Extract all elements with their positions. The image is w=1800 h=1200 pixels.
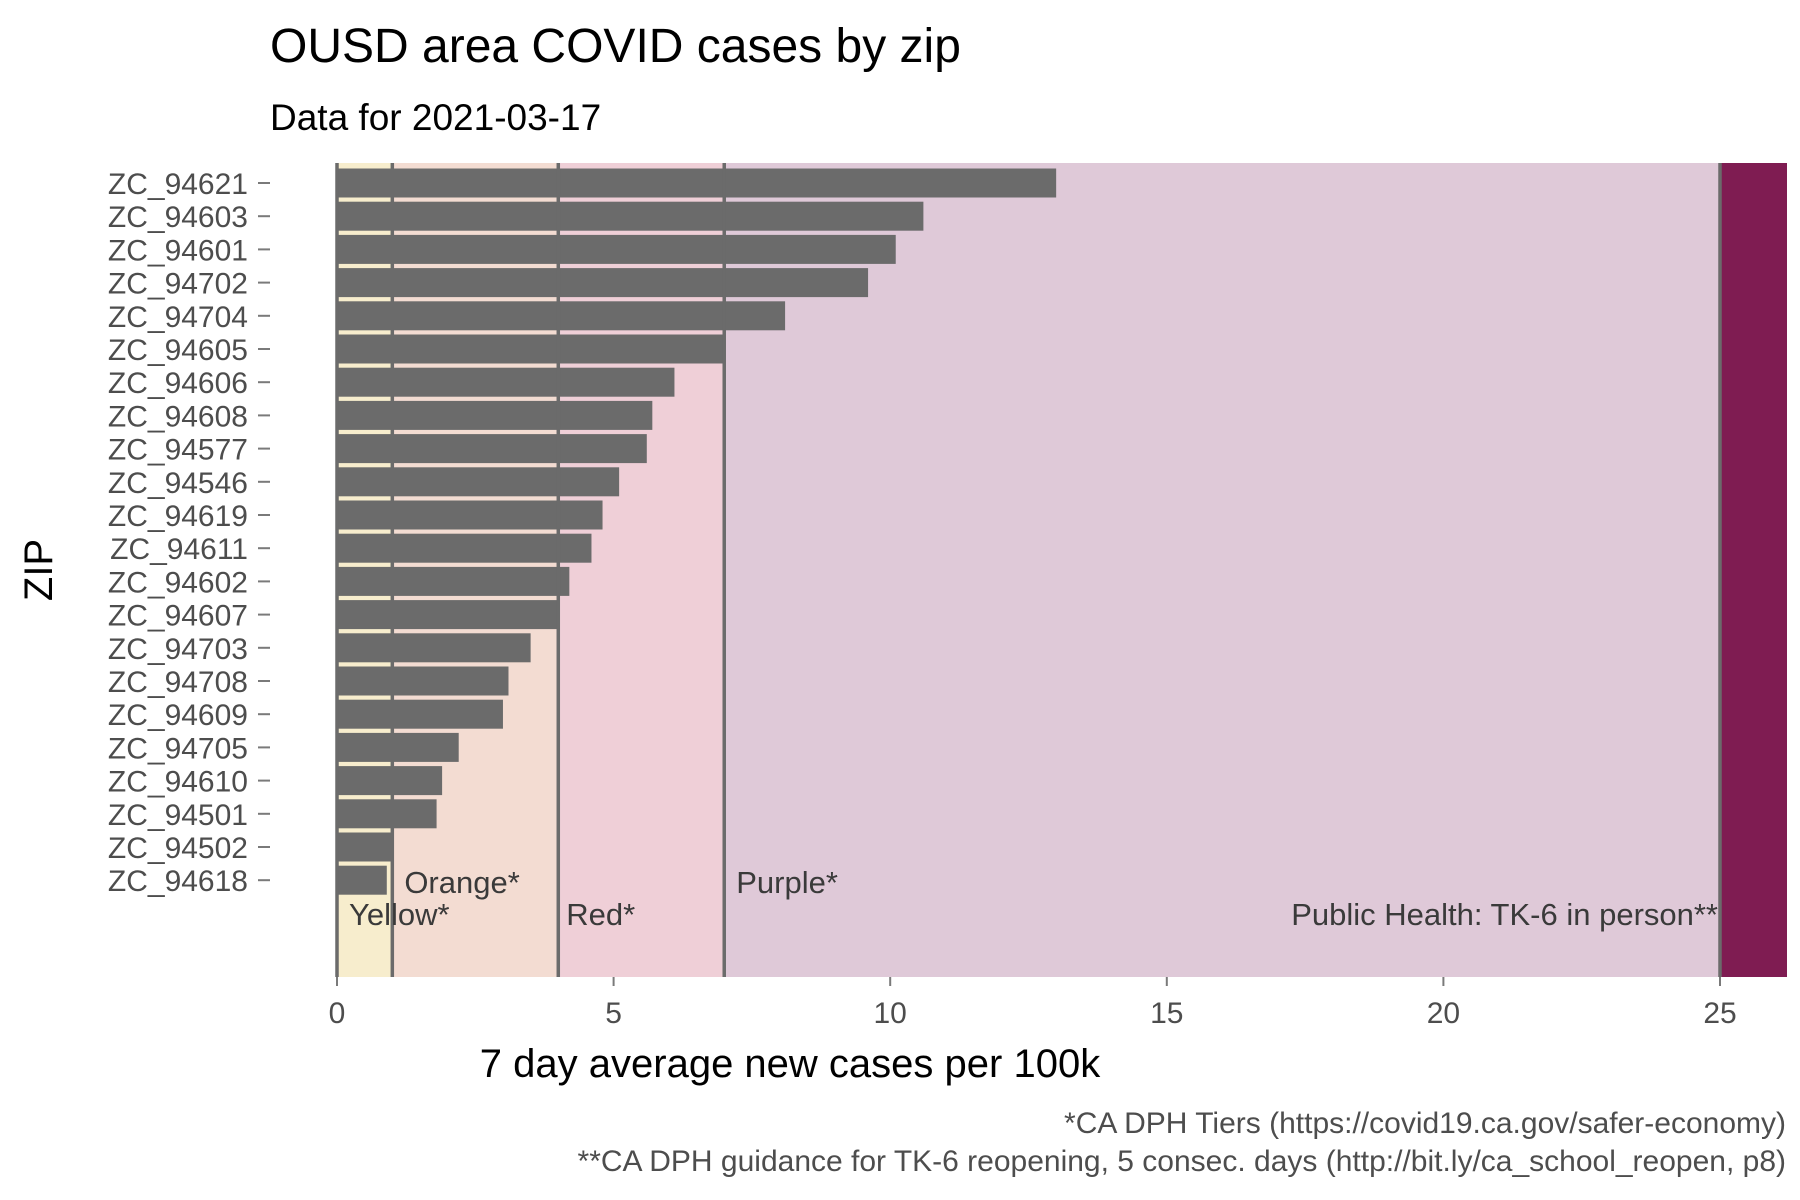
bar (337, 699, 503, 729)
bar (337, 201, 924, 231)
chart-title: OUSD area COVID cases by zip (270, 20, 961, 73)
y-axis: ZC_94621ZC_94603ZC_94601ZC_94702ZC_94704… (108, 168, 270, 898)
x-axis: 0 5 10 15 20 25 (329, 977, 1737, 1030)
y-tick-label: ZC_94577 (108, 434, 248, 467)
bar (337, 566, 570, 596)
y-tick-label: ZC_94602 (108, 566, 248, 599)
tier-dividers (335, 163, 1722, 977)
bar (337, 865, 387, 895)
x-axis-title: 7 day average new cases per 100k (480, 1042, 1101, 1086)
tier-label: Yellow* (349, 897, 450, 932)
x-tick-label: 5 (605, 997, 622, 1030)
y-tick-label: ZC_94608 (108, 400, 248, 433)
bar (337, 400, 653, 430)
bar (337, 467, 620, 497)
y-tick-label: ZC_94611 (110, 533, 248, 566)
bar (337, 633, 531, 663)
bar (337, 600, 559, 630)
tier-band (1720, 163, 1787, 977)
bar (337, 434, 647, 464)
y-tick-label: ZC_94704 (108, 301, 248, 334)
y-tick-label: ZC_94705 (108, 732, 248, 765)
y-tick-label: ZC_94708 (108, 666, 248, 699)
y-tick-label: ZC_94501 (108, 799, 248, 832)
y-tick-label: ZC_94606 (108, 367, 248, 400)
y-tick-label: ZC_94546 (108, 467, 248, 500)
x-tick-label: 25 (1703, 997, 1736, 1030)
bar (337, 533, 592, 563)
x-tick-label: 20 (1427, 997, 1460, 1030)
y-tick-label: ZC_94609 (108, 699, 248, 732)
y-tick-label: ZC_94603 (108, 201, 248, 234)
y-tick-label: ZC_94619 (108, 500, 248, 533)
bar (337, 732, 459, 762)
x-tick-label: 0 (329, 997, 346, 1030)
caption-line-1: *CA DPH Tiers (https://covid19.ca.gov/sa… (1064, 1107, 1786, 1140)
y-tick-label: ZC_94621 (108, 168, 248, 201)
y-tick-label: ZC_94607 (108, 600, 248, 633)
tier-label: Purple* (736, 865, 838, 900)
tier-band (558, 163, 725, 977)
bar (337, 234, 896, 264)
tier-label: Red* (566, 897, 635, 932)
bar (337, 500, 603, 530)
x-tick-label: 10 (874, 997, 907, 1030)
y-tick-label: ZC_94618 (108, 865, 248, 898)
bar (337, 301, 786, 331)
y-tick-label: ZC_94502 (108, 832, 248, 865)
y-tick-label: ZC_94610 (108, 766, 248, 799)
x-tick-label: 15 (1150, 997, 1183, 1030)
tier-labels: Yellow*Orange* Red* Purple* Public Health: … (349, 865, 1718, 932)
tier-band (724, 163, 1720, 977)
chart-subtitle: Data for 2021-03-17 (270, 97, 601, 138)
bar (337, 334, 725, 364)
bar (337, 367, 675, 397)
y-tick-label: ZC_94605 (108, 334, 248, 367)
bars (337, 168, 1057, 895)
tier-label: Orange* (404, 865, 519, 900)
bar (337, 832, 393, 862)
bar (337, 766, 443, 796)
bar (337, 666, 509, 696)
y-tick-label: ZC_94601 (108, 234, 248, 267)
y-tick-label: ZC_94703 (108, 633, 248, 666)
y-tick-label: ZC_94702 (108, 268, 248, 301)
tier-label: Public Health: TK-6 in person** (1291, 897, 1718, 932)
bar (337, 799, 437, 829)
y-axis-title: ZIP (17, 539, 61, 601)
bar (337, 168, 1057, 198)
bar (337, 268, 869, 298)
caption-line-2: **CA DPH guidance for TK-6 reopening, 5 … (578, 1145, 1786, 1178)
